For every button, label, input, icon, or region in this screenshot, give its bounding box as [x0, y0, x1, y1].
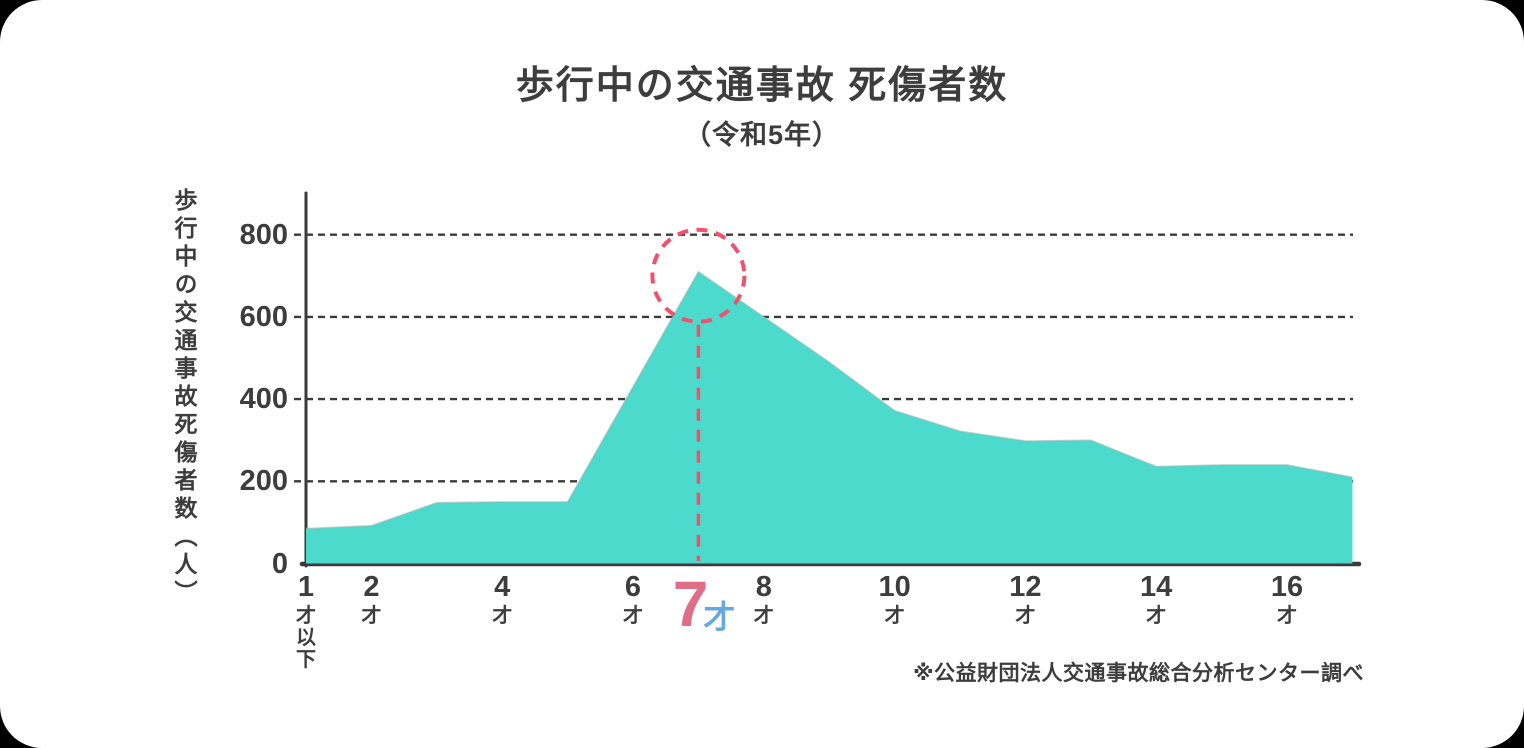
x-tick-label-8: 8才	[753, 572, 775, 627]
x-tick-number: 16	[1271, 572, 1303, 603]
x-tick-number: 6	[622, 572, 644, 603]
highlight-age-suffix: 才	[703, 600, 735, 634]
y-tick-label-600: 600	[196, 301, 288, 333]
y-tick-label-400: 400	[196, 383, 288, 415]
x-tick-label-14: 14才	[1140, 572, 1172, 627]
x-tick-label-1: 1才以下	[295, 572, 317, 671]
x-tick-suffix: 才	[884, 605, 906, 627]
y-tick-label-200: 200	[196, 465, 288, 497]
y-tick-label-800: 800	[196, 219, 288, 251]
x-tick-suffix: 才	[1145, 605, 1167, 627]
x-tick-label-2: 2才	[360, 572, 382, 627]
x-tick-suffix: 才	[1276, 605, 1298, 627]
area-chart-canvas	[0, 0, 1524, 748]
x-label-7-highlight: 7 才	[673, 571, 736, 637]
x-tick-suffix: 才	[491, 605, 513, 627]
x-tick-number: 12	[1009, 572, 1041, 603]
x-tick-suffix: 才以下	[295, 605, 317, 671]
source-note: ※公益財団法人交通事故総合分析センター調べ	[913, 657, 1364, 687]
x-tick-suffix: 才	[1014, 605, 1036, 627]
x-tick-suffix: 才	[622, 605, 644, 627]
infographic-card: 歩行中の交通事故 死傷者数 （令和5年） 歩行中の交通事故死傷者数（人） 800…	[0, 0, 1524, 748]
x-tick-suffix: 才	[360, 605, 382, 627]
x-tick-label-12: 12才	[1009, 572, 1041, 627]
x-tick-label-16: 16才	[1271, 572, 1303, 627]
x-tick-label-6: 6才	[622, 572, 644, 627]
x-tick-number: 2	[360, 572, 382, 603]
x-tick-label-4: 4才	[491, 572, 513, 627]
x-tick-number: 8	[753, 572, 775, 603]
x-tick-number: 1	[295, 572, 317, 603]
casualty-area	[306, 272, 1352, 564]
y-tick-label-0: 0	[196, 548, 288, 580]
x-tick-label-10: 10才	[878, 572, 910, 627]
x-tick-number: 4	[491, 572, 513, 603]
x-tick-number: 10	[878, 572, 910, 603]
x-tick-number: 14	[1140, 572, 1172, 603]
x-tick-suffix: 才	[753, 605, 775, 627]
